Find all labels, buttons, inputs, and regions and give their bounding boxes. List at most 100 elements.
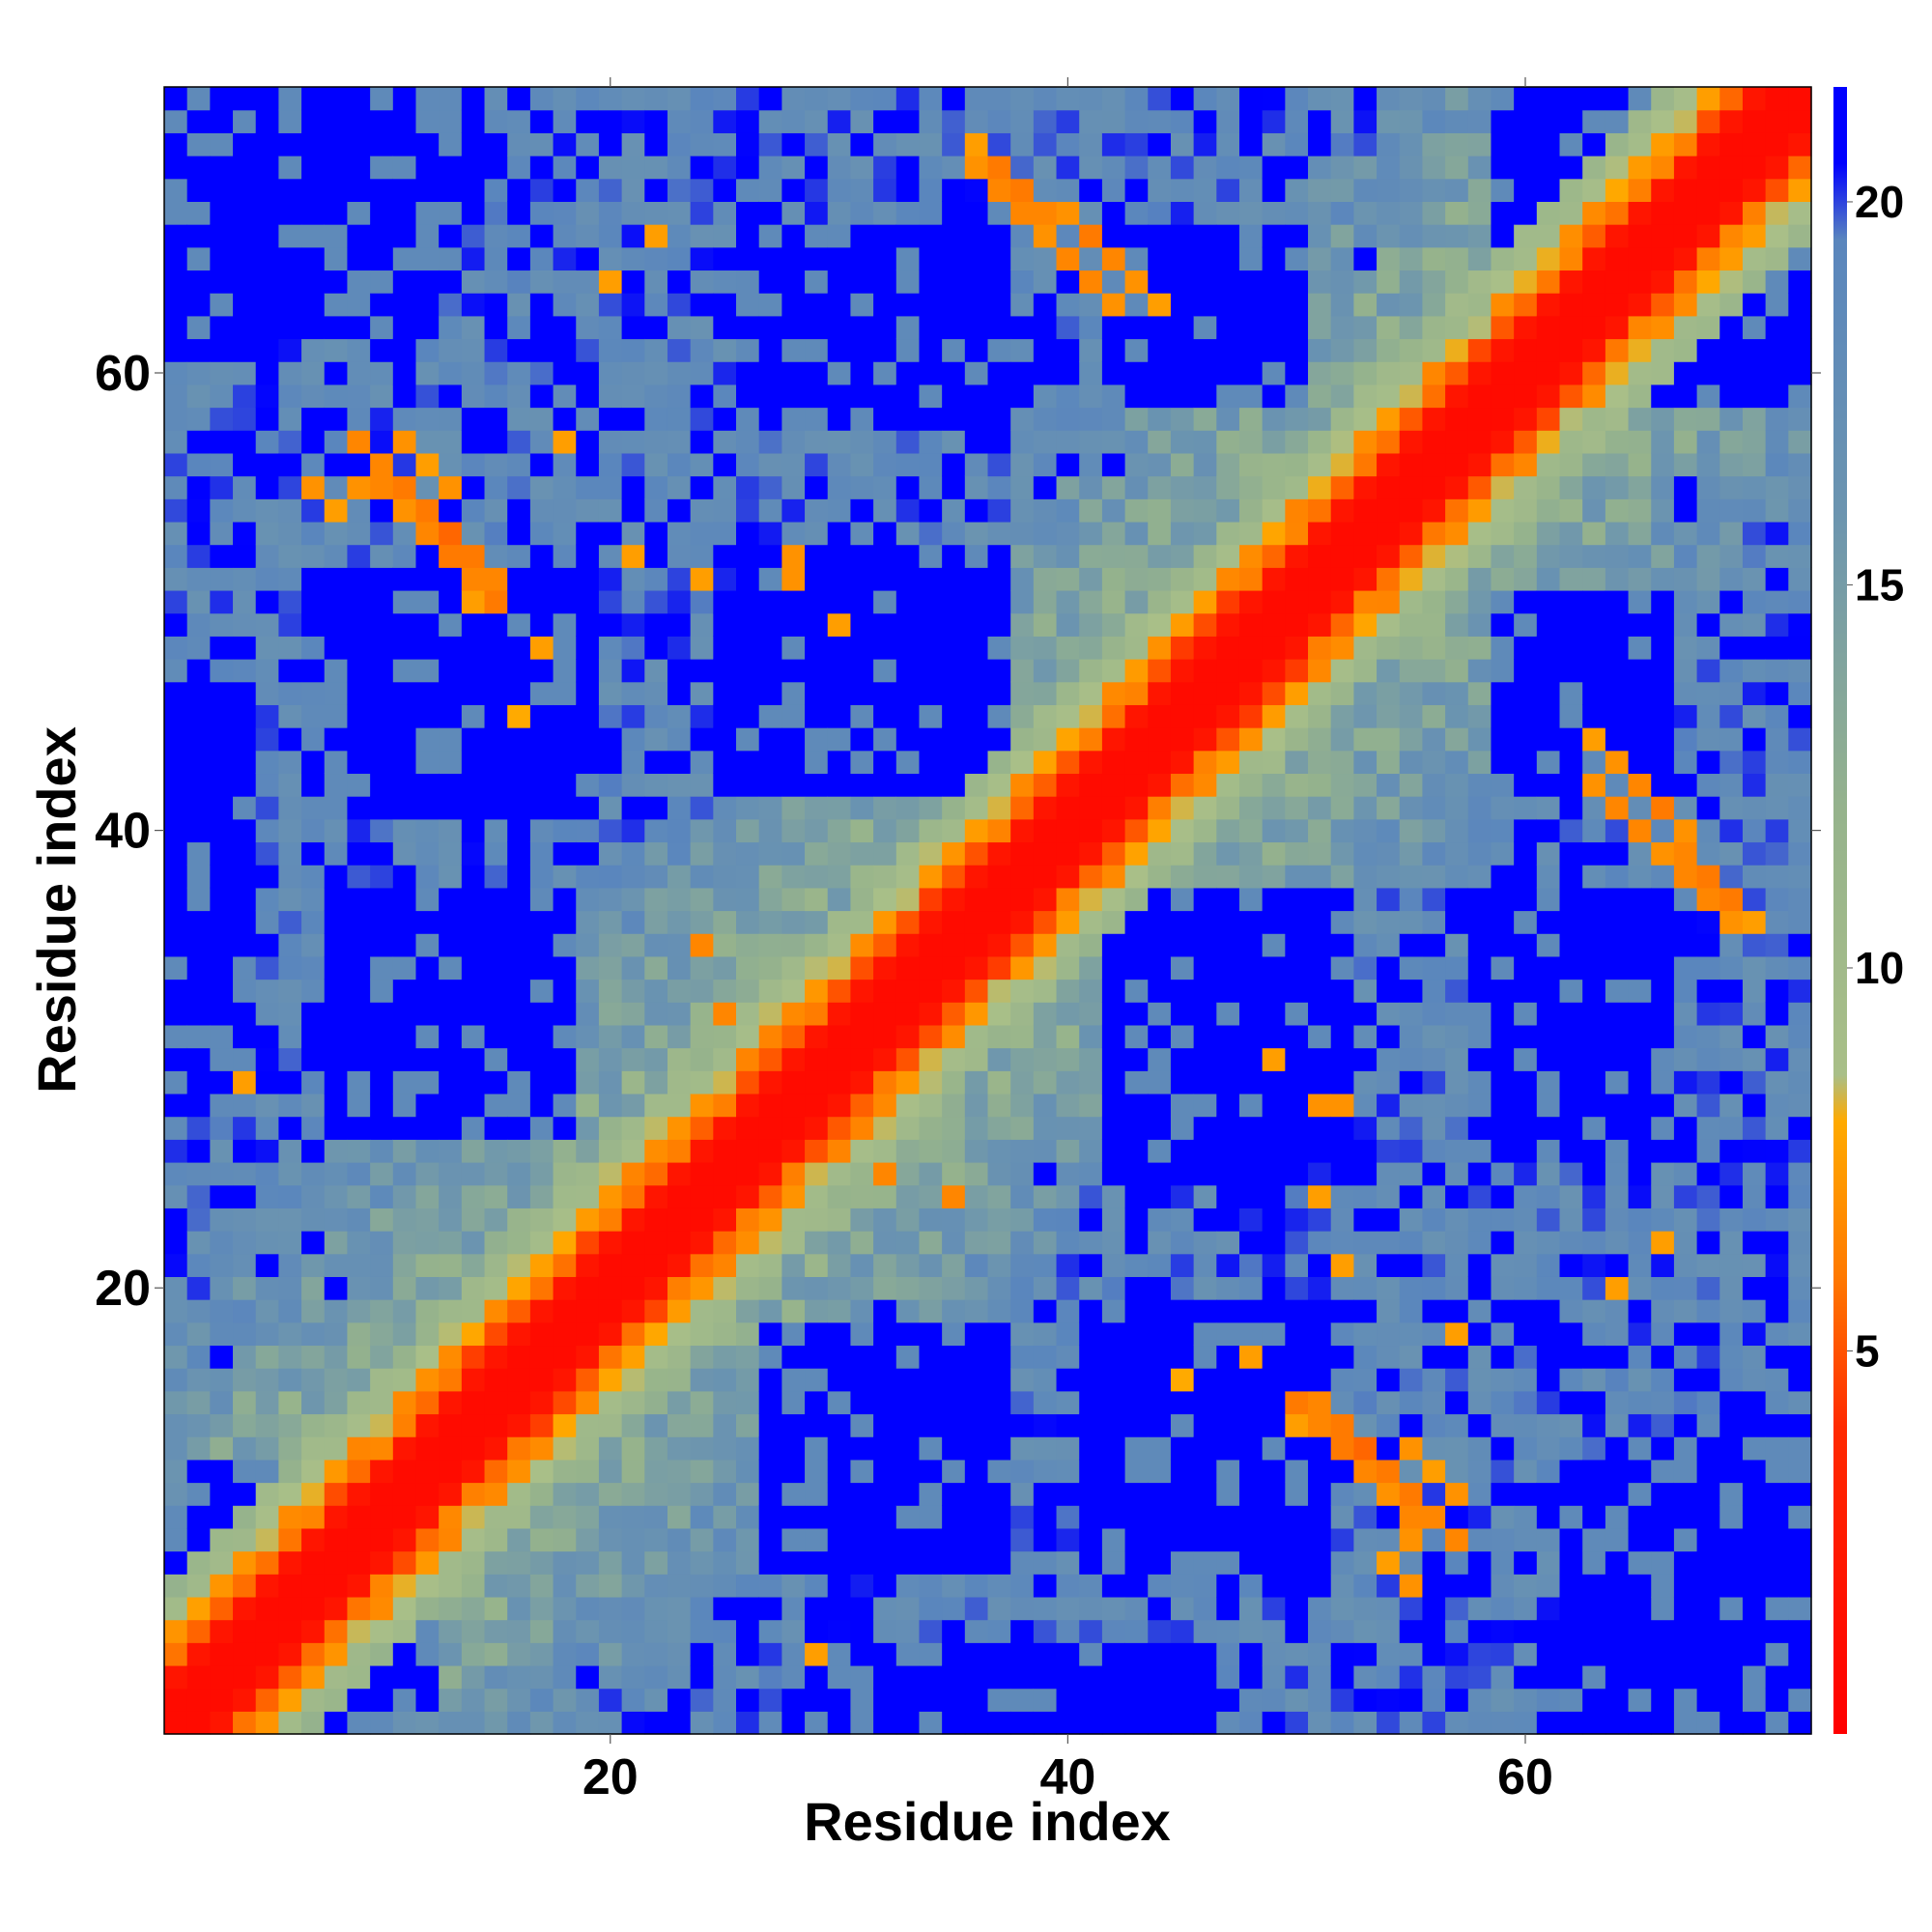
heatmap-cell (690, 1596, 714, 1621)
heatmap-cell (164, 293, 188, 317)
heatmap-cell (164, 452, 188, 477)
heatmap-cell (1238, 201, 1264, 225)
heatmap-cell (964, 636, 989, 660)
heatmap-cell (439, 1184, 463, 1208)
heatmap-cell (667, 933, 692, 957)
heatmap-cell (1605, 178, 1630, 202)
heatmap-cell (529, 796, 554, 820)
heatmap-cell (758, 1596, 782, 1621)
heatmap-cell (1445, 384, 1469, 409)
heatmap-cell (1124, 1276, 1149, 1300)
heatmap-cell (644, 430, 668, 454)
heatmap-cell (255, 1161, 279, 1186)
heatmap-cell (1262, 1070, 1286, 1094)
heatmap-cell (713, 910, 737, 934)
heatmap-cell (1673, 1116, 1698, 1140)
heatmap-cell (1148, 955, 1172, 980)
heatmap-cell (1651, 1024, 1675, 1049)
heatmap-cell (1467, 1093, 1492, 1118)
heatmap-cell (1238, 1321, 1264, 1347)
heatmap-cell (1536, 224, 1561, 248)
heatmap-cell (1719, 1047, 1744, 1071)
heatmap-cell (529, 1070, 554, 1094)
heatmap-cell (827, 1184, 852, 1208)
heatmap-cell (1308, 1093, 1332, 1118)
heatmap-cell (1101, 1390, 1126, 1415)
heatmap-cell (1467, 1711, 1492, 1735)
heatmap-cell (370, 841, 394, 866)
heatmap-cell (1651, 1208, 1675, 1232)
heatmap-cell (1514, 156, 1538, 180)
heatmap-cell (1399, 544, 1424, 568)
heatmap-cell (1651, 384, 1675, 409)
heatmap-cell (1238, 246, 1264, 271)
heatmap-cell (850, 1505, 874, 1529)
heatmap-cell (873, 910, 897, 934)
heatmap-cell (873, 224, 897, 248)
heatmap-cell (1124, 1711, 1149, 1735)
heatmap-cell (1262, 910, 1286, 934)
heatmap-cell (1353, 1642, 1378, 1666)
heatmap-cell (758, 681, 782, 705)
heatmap-cell (484, 1505, 508, 1529)
heatmap-cell (233, 750, 257, 775)
heatmap-cell (1124, 1139, 1149, 1163)
heatmap-cell (1193, 1436, 1217, 1461)
heatmap-cell (1148, 361, 1172, 385)
heatmap-cell (1308, 1664, 1332, 1690)
heatmap-cell (278, 1505, 302, 1529)
heatmap-cell (301, 201, 326, 225)
heatmap-cell (1148, 1299, 1172, 1323)
heatmap-cell (1696, 87, 1720, 111)
heatmap-cell (415, 1459, 440, 1484)
heatmap-cell (895, 1482, 921, 1506)
heatmap-cell (1467, 796, 1492, 820)
heatmap-cell (805, 1253, 829, 1277)
heatmap-cell (1673, 1093, 1698, 1118)
heatmap-cell (1719, 1596, 1744, 1621)
heatmap-cell (301, 224, 326, 248)
heatmap-cell (1010, 1390, 1035, 1415)
heatmap-cell (186, 109, 211, 133)
heatmap-cell (1377, 109, 1401, 133)
heatmap-cell (1148, 224, 1172, 248)
heatmap-cell (1148, 612, 1172, 637)
heatmap-cell (1673, 773, 1698, 797)
heatmap-cell (164, 544, 188, 568)
heatmap-cell (439, 1436, 463, 1461)
heatmap-cell (1124, 1482, 1149, 1506)
heatmap-cell (850, 87, 874, 111)
heatmap-cell (1696, 955, 1720, 980)
heatmap-cell (667, 201, 692, 225)
heatmap-cell (1399, 796, 1424, 820)
heatmap-cell (713, 589, 737, 614)
heatmap-cell (576, 659, 600, 683)
heatmap-cell (255, 1116, 279, 1140)
heatmap-cell (210, 1482, 234, 1506)
heatmap-cell (233, 132, 257, 156)
heatmap-cell (827, 979, 852, 1003)
heatmap-cell (827, 1321, 852, 1347)
heatmap-cell (1353, 1276, 1378, 1300)
heatmap-cell (1170, 1550, 1195, 1575)
heatmap-cell (529, 430, 554, 454)
heatmap-cell (1353, 1116, 1378, 1140)
heatmap-cell (1399, 132, 1424, 156)
heatmap-cell (278, 407, 302, 431)
heatmap-cell (461, 1527, 486, 1552)
heatmap-cell (942, 979, 966, 1003)
heatmap-cell (1262, 293, 1286, 317)
heatmap-cell (805, 1550, 829, 1575)
heatmap-cell (781, 293, 806, 317)
heatmap-cell (324, 887, 349, 912)
heatmap-cell (347, 818, 371, 843)
heatmap-cell (873, 430, 897, 454)
heatmap-cell (1399, 1161, 1424, 1186)
heatmap-cell (1124, 1024, 1149, 1049)
heatmap-cell (1651, 1711, 1675, 1735)
heatmap-cell (186, 1711, 211, 1735)
heatmap-cell (1673, 1047, 1698, 1071)
heatmap-cell (255, 1527, 279, 1552)
heatmap-cell (621, 841, 645, 866)
heatmap-cell (1330, 1002, 1354, 1026)
